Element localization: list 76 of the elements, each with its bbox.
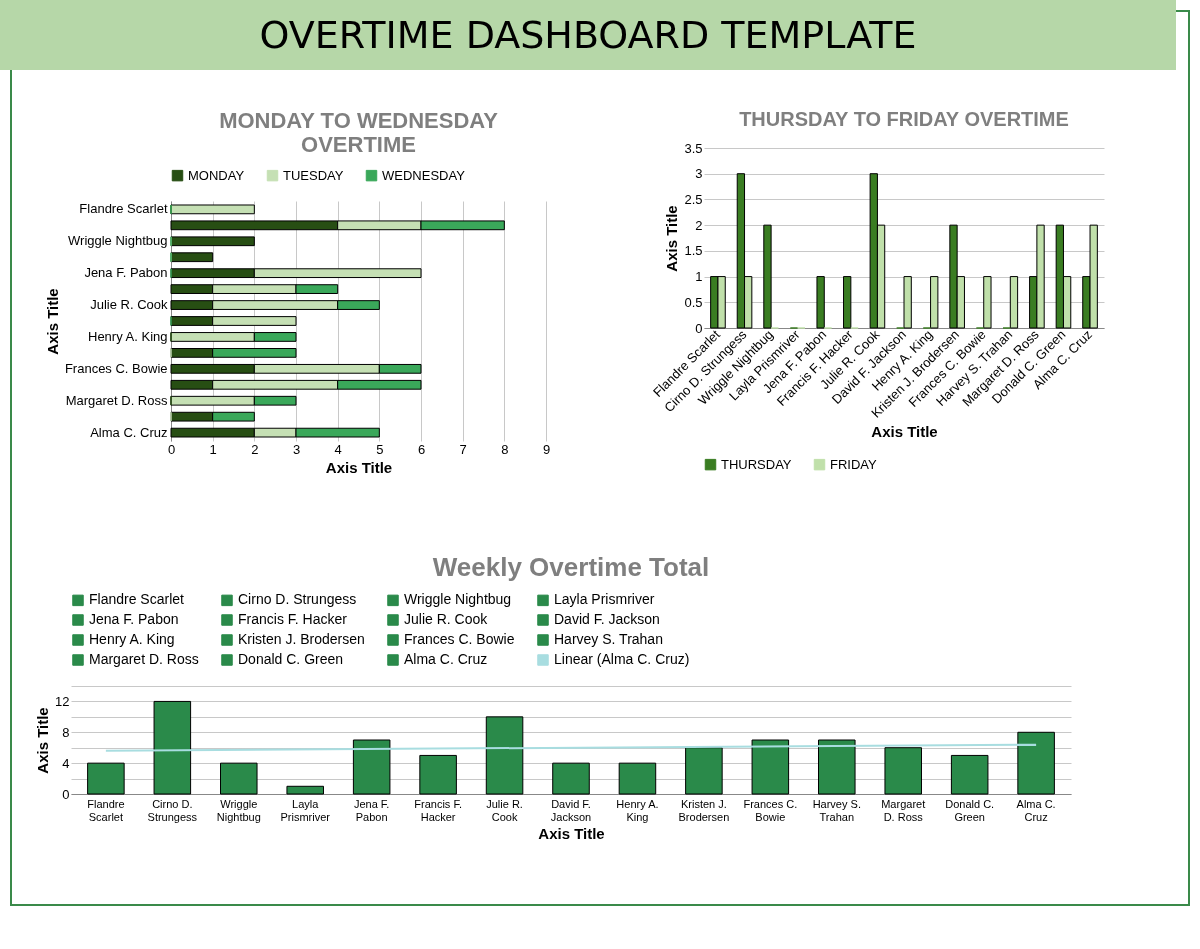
y-tick-label: 12 [55,693,70,709]
x-tick-label: 7 [459,441,467,457]
y-tick-label: 4 [62,755,70,771]
legend-label: Layla Prismriver [554,591,655,608]
y-tick-label: 1 [695,269,703,285]
legend-label: MONDAY [188,167,245,183]
y-tick-label: 0.5 [684,294,703,310]
text: OVERTIME DASHBOARD TEMPLATE [0,0,1176,70]
bar [763,224,772,329]
x-axis-title: Axis Title [325,458,393,476]
x-tick-label: Donald C. Green [945,797,995,823]
x-axis-title: Axis Title [871,422,938,440]
x-tick-label: Jena F. Pabon [353,797,390,823]
legend-label: FRIDAY [830,456,878,472]
x-tick-label: Kristen J. Brodersen [678,797,730,823]
x-tick-label: Harvey S. Trahan [812,797,861,823]
legend-label: Julie R. Cook [404,611,489,627]
x-tick-label: David F. Jackson [550,797,592,823]
bar [170,236,255,247]
y-tick-label: Flandre Scarlet [79,201,168,217]
x-tick-label: Margaret D. Ross [881,797,926,823]
x-tick-label: 6 [417,441,426,457]
x-tick-label: Henry A. King [616,797,659,823]
x-tick-label: Layla Prismriver [280,797,331,823]
legend-label: Francis F. Hacker [238,611,348,627]
bar [170,252,214,263]
legend-label: WEDNESDAY [382,167,466,183]
legend-label: Wriggle Nightbug [404,591,512,608]
y-tick-label: 2 [695,217,703,233]
y-axis-title: Axis Title [43,288,61,355]
x-tick-label: Alma C. Cruz [1016,797,1056,823]
x-tick-label: 8 [501,441,509,457]
y-tick-label: Alma C. Cruz [90,424,168,440]
x-tick-label: 4 [334,441,342,457]
x-axis-title: Axis Title [538,824,605,842]
x-tick-label: 2 [251,441,259,457]
x-tick-label: Wriggle Nightbug [216,797,261,823]
y-tick-label: 2.5 [684,191,703,207]
x-tick-label: Julie R. Cook [486,797,523,823]
chart-title: MONDAY TO WEDNESDAY OVERTIME [219,108,499,157]
bar [930,276,939,329]
x-tick-label: 3 [292,441,301,457]
legend-label: TUESDAY [283,167,344,183]
x-tick-label: 5 [376,441,384,457]
y-tick-label: Julie R. Cook [90,297,168,313]
legend-label: THURSDAY [721,456,792,472]
bar [903,276,912,329]
legend-label: David F. Jackson [554,611,660,627]
bar [1009,276,1019,329]
x-tick-label: Frances C. Bowie [743,797,798,823]
legend-label: Donald C. Green [238,651,344,667]
x-tick-label: 9 [542,441,551,457]
x-tick-label: 1 [209,441,217,457]
bar [843,276,852,329]
legend-label: Linear (Alma C. Cruz) [554,651,690,667]
chart-title: THURSDAY TO FRIDAY OVERTIME [739,108,1069,130]
y-axis-title: Axis Title [34,707,52,774]
y-tick-label: 3 [695,166,703,182]
x-tick-label: Cirno D. Strungess [147,797,198,823]
y-tick-label: Jena F. Pabon [84,265,168,281]
legend-label: Kristen J. Brodersen [238,631,365,647]
chart-title: Weekly Overtime Total [432,552,710,582]
y-axis-title: Axis Title [663,205,681,272]
legend-label: Alma C. Cruz [404,651,488,667]
y-tick-label: 0 [62,786,70,802]
x-tick-label: Francis F. Hacker [414,797,462,823]
legend-label: Cirno D. Strungess [238,591,357,608]
bar [170,204,255,215]
y-tick-label: Wriggle Nightbug [68,233,168,249]
bar [983,276,992,329]
y-tick-label: 1.5 [684,243,703,259]
bar [816,276,825,329]
y-tick-label: 3.5 [684,140,703,156]
legend-label: Frances C. Bowie [404,631,515,647]
y-tick-label: 8 [62,724,70,740]
legend-label: Harvey S. Trahan [554,631,663,647]
